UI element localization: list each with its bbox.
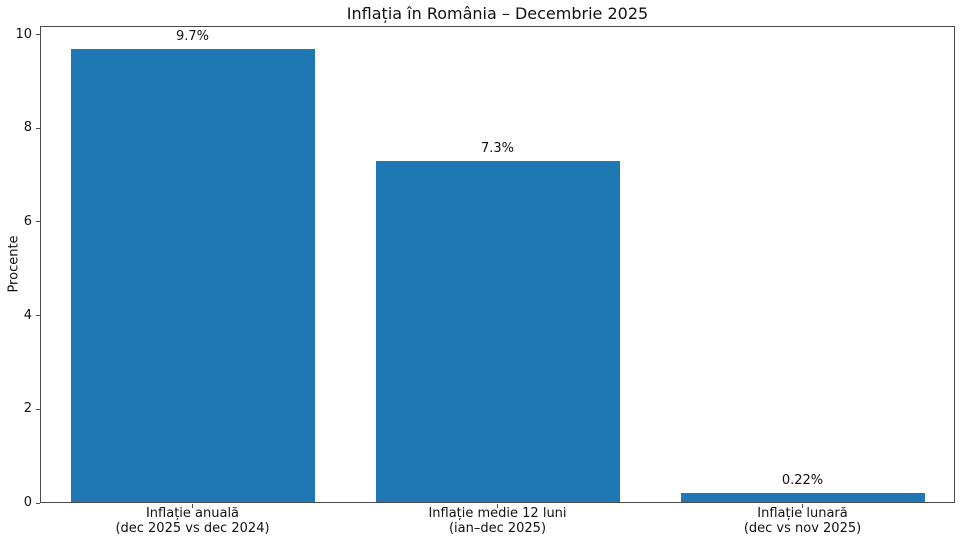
y-tick-label: 0 [23, 495, 32, 510]
x-tick-label: Inflație medie 12 luni (ian–dec 2025) [428, 506, 567, 536]
bar [680, 492, 925, 503]
y-axis-label: Procente [6, 235, 22, 293]
y-tick-mark [36, 221, 40, 223]
chart-title: Inflația în România – Decembrie 2025 [346, 4, 649, 23]
y-tick-mark [36, 408, 40, 410]
bar-value-label: 0.22% [781, 472, 824, 488]
y-tick-mark [36, 502, 40, 504]
y-tick-mark [36, 315, 40, 317]
bar [70, 48, 315, 503]
bar-value-label: 9.7% [175, 28, 210, 44]
y-tick-label: 2 [23, 401, 32, 417]
x-tick-mark [192, 504, 193, 508]
bar [375, 161, 620, 503]
y-tick-label: 8 [23, 120, 32, 136]
y-tick-label: 6 [23, 213, 32, 229]
y-tick-label: 4 [23, 307, 32, 323]
x-tick-mark [497, 504, 498, 508]
x-tick-label: Inflație lunară (dec vs nov 2025) [743, 506, 862, 536]
x-tick-label: Inflație anuală (dec 2025 vs dec 2024) [115, 506, 270, 536]
y-tick-mark [36, 34, 40, 36]
y-tick-mark [36, 127, 40, 129]
x-tick-mark [802, 504, 803, 508]
bar-value-label: 7.3% [480, 141, 515, 157]
y-tick-label: 10 [15, 26, 32, 42]
